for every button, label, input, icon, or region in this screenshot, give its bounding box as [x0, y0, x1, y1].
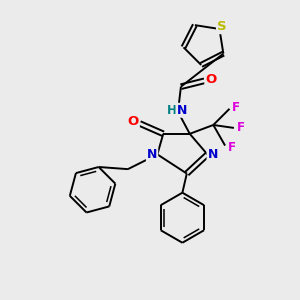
Text: N: N	[177, 104, 187, 117]
Text: F: F	[228, 141, 236, 154]
Text: N: N	[208, 148, 218, 161]
Text: F: F	[232, 100, 240, 113]
Text: H: H	[167, 104, 176, 117]
Text: F: F	[236, 122, 244, 134]
Text: N: N	[147, 148, 157, 161]
Text: S: S	[217, 20, 226, 33]
Text: O: O	[205, 73, 217, 86]
Text: O: O	[128, 115, 139, 128]
